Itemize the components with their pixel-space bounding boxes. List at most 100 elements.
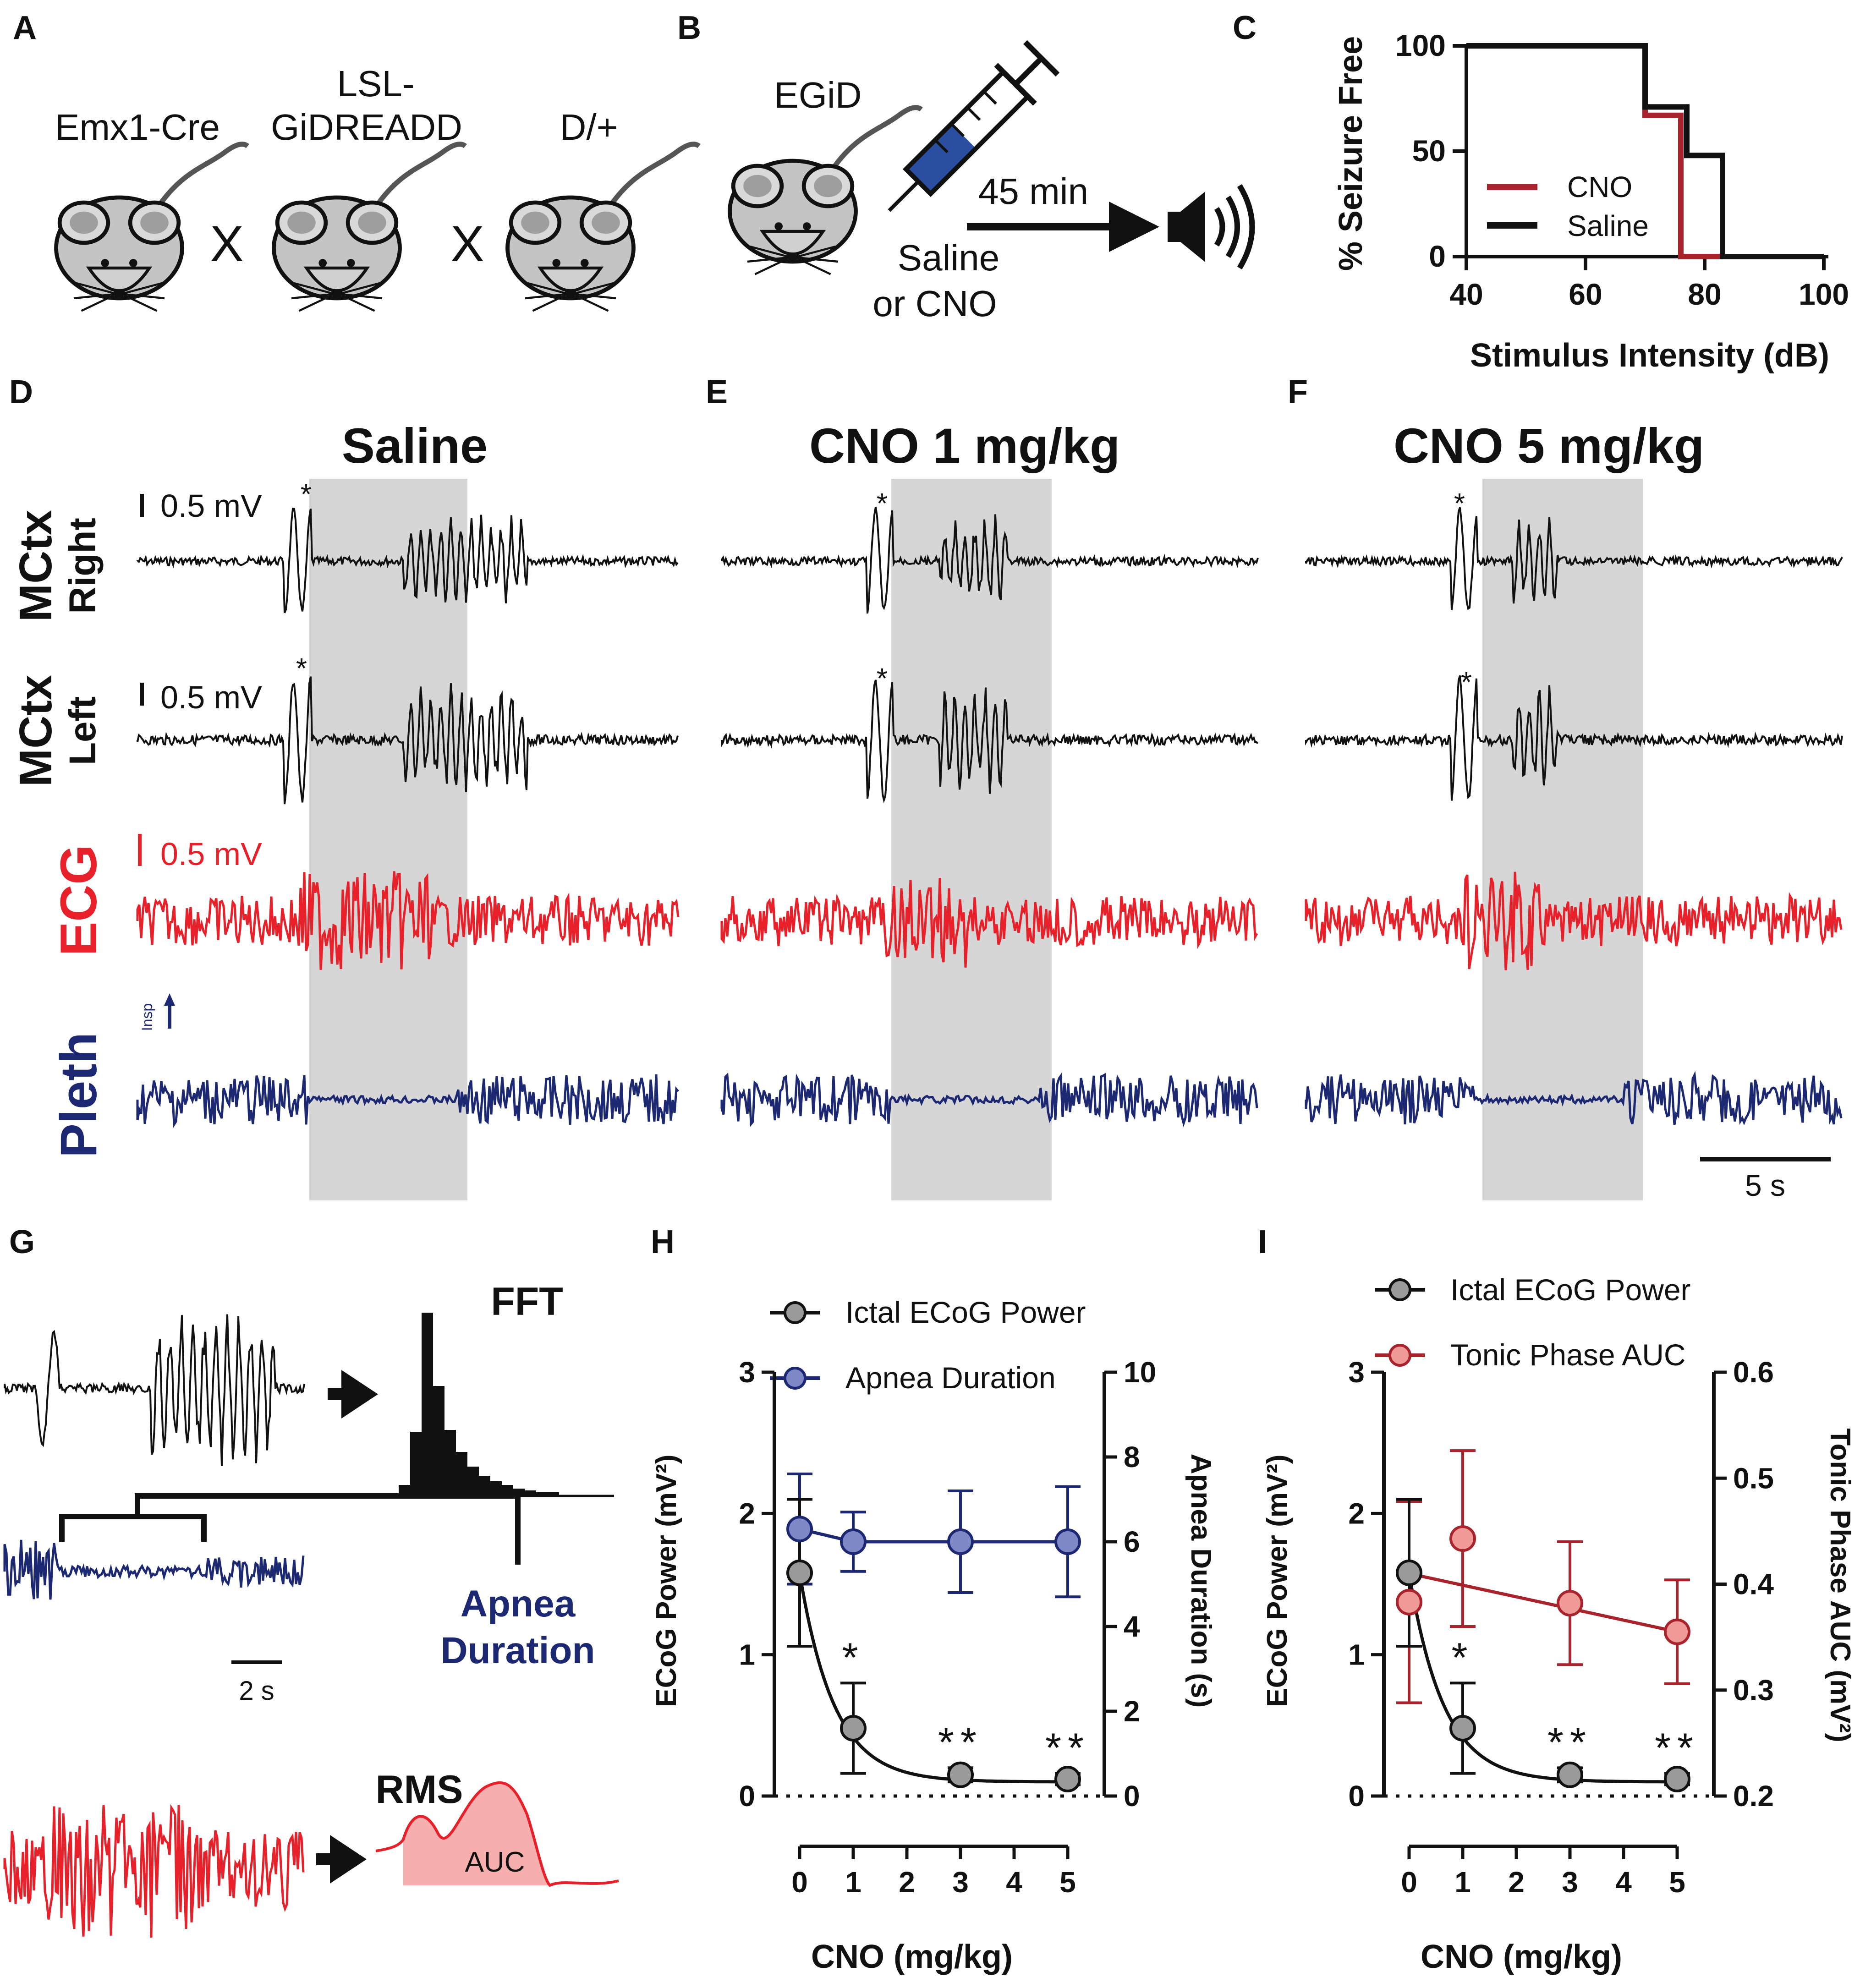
series-line: [799, 1527, 1068, 1544]
data-point: [1449, 1525, 1476, 1552]
panel-h-chart: Ictal ECoG Power Apnea Duration ECoG Pow…: [651, 1295, 1217, 1975]
legend-label-ecog: Ictal ECoG Power: [1450, 1273, 1691, 1307]
mouse-icon: [505, 142, 701, 312]
y-tick-label: 2: [1124, 1695, 1140, 1728]
apnea-duration-label-line2: Duration: [440, 1630, 595, 1671]
legend-marker: [1388, 1344, 1411, 1367]
fft-bar: [422, 1313, 433, 1496]
y-tick-label: 0.3: [1733, 1674, 1774, 1707]
legend: Ictal ECoG Power Tonic Phase AUC: [1375, 1273, 1691, 1372]
pleth-trace: [3, 1539, 305, 1600]
significance-marker: **: [1547, 1720, 1592, 1765]
panel-letter-c: C: [1233, 10, 1256, 46]
fft-bar: [548, 1492, 559, 1496]
ecog-trace: [137, 676, 679, 805]
x-tick-label: 5: [1669, 1866, 1685, 1899]
y-tick-label: 0.6: [1733, 1356, 1774, 1389]
x-tick-label: 100: [1799, 277, 1849, 311]
apnea-duration-label-line1: Apnea: [461, 1583, 576, 1625]
scale-label-ecg: 0.5 mV: [160, 836, 262, 872]
seizure-period-box: [309, 479, 467, 1200]
x-tick-label: 1: [845, 1866, 861, 1899]
trace-panels: Saline CNO 1 mg/kg CNO 5 mg/kg MCtx Righ…: [10, 418, 1843, 1202]
fft-bar: [433, 1386, 444, 1496]
legend-marker: [784, 1367, 807, 1390]
ecog-trace: [721, 507, 1259, 614]
time-scale-label: 5 s: [1745, 1168, 1785, 1202]
y-tick-label: 6: [1124, 1525, 1140, 1558]
x-tick-label: 40: [1449, 277, 1483, 311]
fft-bar: [410, 1432, 422, 1496]
y-axis-label: % Seizure Free: [1333, 36, 1369, 271]
x-tick-label: 0: [791, 1866, 808, 1899]
scale-label: 0.5 mV: [160, 488, 262, 524]
legend-cno-label: CNO: [1567, 170, 1632, 203]
data-point: [1396, 1559, 1422, 1586]
scale-label: 0.5 mV: [160, 679, 262, 715]
time-label: 45 min: [978, 171, 1088, 212]
pleth-trace: [1305, 1071, 1843, 1126]
x-tick-label: 80: [1688, 277, 1721, 311]
row-label-mctx: MCtx: [10, 510, 61, 622]
row-label-mctx: MCtx: [10, 675, 61, 787]
data-point: [1449, 1715, 1476, 1742]
mouse-icon: [54, 142, 249, 312]
y-tick-label: 0: [739, 1780, 755, 1813]
time-scale-label: 2 s: [239, 1676, 274, 1706]
significance-marker: **: [938, 1720, 983, 1765]
insp-label: Insp: [139, 1003, 155, 1031]
fft-bar: [444, 1430, 456, 1496]
data-point: [840, 1528, 867, 1555]
y-tick-label: 1: [1348, 1638, 1365, 1671]
y-tick-label: 100: [1395, 28, 1446, 62]
significance-marker: *: [1451, 1635, 1474, 1681]
y-tick-label: 8: [1124, 1440, 1140, 1473]
row-label-ecg: ECG: [50, 845, 107, 956]
seizure-onset-markers: * * * * * *: [296, 479, 1472, 698]
legend-marker: [1388, 1278, 1411, 1301]
data-point: [1557, 1590, 1583, 1617]
data-point: [947, 1528, 974, 1555]
apnea-bracket: [59, 1493, 521, 1565]
y-axis-right-label: Tonic Phase AUC (mV²): [1824, 1428, 1856, 1742]
x-axis-label: CNO (mg/kg): [811, 1939, 1013, 1975]
panel-f-title: CNO 5 mg/kg: [1394, 418, 1704, 473]
arrow-right-icon: [316, 1835, 367, 1884]
ecog-trace: [1305, 675, 1843, 801]
panel-g: FFT Apnea Duration 2 s RMS AUC: [3, 1280, 619, 1938]
asterisk: *: [877, 663, 888, 695]
ecg-trace: [720, 878, 1258, 968]
panel-letter-e: E: [706, 374, 728, 411]
y-tick-label: 0.5: [1733, 1462, 1774, 1495]
legend: CNO Saline: [1487, 170, 1649, 242]
row-label-left: Left: [62, 696, 104, 765]
panel-letter-a: A: [13, 10, 37, 46]
legend: Ictal ECoG Power Apnea Duration: [770, 1295, 1086, 1395]
panel-letter-b: B: [677, 10, 701, 46]
panel-b: EGiD 45 min Saline or: [728, 40, 1255, 324]
significance-marker: **: [1655, 1725, 1700, 1771]
fit-line: [1409, 1572, 1678, 1633]
emx1-cre-label: Emx1-Cre: [55, 107, 220, 148]
y-tick-label: 1: [739, 1638, 755, 1671]
y-axis-left-label: ECoG Power (mV²): [651, 1454, 682, 1707]
data-point: [1396, 1588, 1422, 1616]
data-point: [840, 1715, 867, 1742]
asterisk: *: [1454, 488, 1465, 520]
x-tick-label: 5: [1059, 1866, 1076, 1899]
seizure-period-box: [1482, 479, 1643, 1200]
x-tick-label: 3: [952, 1866, 969, 1899]
data-point: [1557, 1761, 1583, 1788]
panel-letters: A B C D E F G H I: [9, 10, 1308, 1260]
data-point: [1664, 1618, 1690, 1645]
arrow-up-icon: [164, 993, 175, 1029]
data-point: [947, 1761, 974, 1788]
x-tick-label: 1: [1454, 1866, 1471, 1899]
treatment-label-line2: or CNO: [872, 283, 997, 324]
y-tick-label: 0: [1429, 239, 1446, 273]
speaker-icon: [1168, 184, 1255, 270]
y-tick-label: 50: [1412, 134, 1446, 168]
x-axis-label: CNO (mg/kg): [1421, 1939, 1622, 1975]
fft-bar: [525, 1490, 536, 1496]
